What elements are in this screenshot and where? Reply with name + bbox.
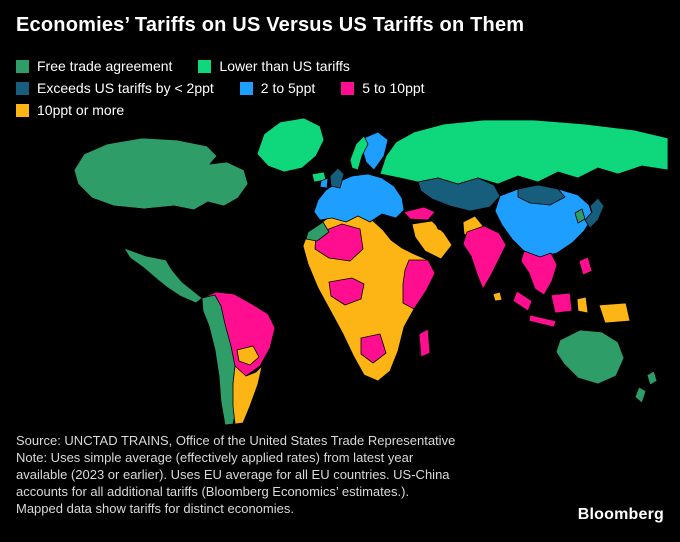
region-mainland-southeast-asia	[520, 250, 558, 296]
region-iran	[431, 211, 464, 236]
bloomberg-logo: Bloomberg	[577, 506, 664, 523]
region-west-africa-coast	[328, 277, 365, 306]
legend-swatch-lt2	[16, 81, 29, 95]
region-east-africa	[402, 259, 436, 310]
region-arabian-peninsula	[411, 220, 453, 260]
source-line: Note: Uses simple average (effectively a…	[16, 450, 414, 465]
region-southern-africa-patch	[360, 333, 387, 364]
legend: Free trade agreement Lower than US tariff…	[16, 58, 451, 124]
region-japan	[584, 197, 605, 229]
legend-label-5to10: 5 to 10ppt	[362, 80, 425, 96]
region-borneo	[550, 292, 573, 314]
region-bolivia-paraguay	[236, 345, 260, 366]
legend-swatch-fta	[16, 59, 29, 73]
legend-swatch-5to10	[341, 81, 355, 95]
legend-label-lt2: Exceeds US tariffs by < 2ppt	[37, 80, 214, 96]
region-argentina	[232, 365, 263, 425]
region-philippines	[578, 256, 593, 276]
region-ireland	[319, 177, 329, 189]
region-alaska	[23, 147, 79, 179]
world-map	[23, 117, 668, 426]
region-madagascar	[418, 328, 431, 358]
chart-title: Economies’ Tariffs on US Versus US Tarif…	[16, 14, 525, 36]
region-canada	[73, 137, 249, 211]
region-india	[462, 225, 507, 290]
region-sumatra	[512, 290, 533, 312]
region-australia	[555, 329, 625, 385]
region-turkey	[403, 206, 436, 221]
legend-row: 10ppt or more	[16, 102, 451, 118]
legend-label-10plus: 10ppt or more	[37, 102, 125, 118]
legend-label-fta: Free trade agreement	[37, 58, 173, 74]
legend-item-fta: Free trade agreement	[16, 58, 172, 74]
region-new-zealand	[634, 370, 658, 404]
region-russia	[379, 119, 668, 185]
legend-item-2to5: 2 to 5ppt	[239, 80, 316, 96]
region-mexico-central-america	[123, 247, 203, 304]
region-south-korea	[574, 208, 586, 224]
region-norway	[349, 135, 369, 171]
region-mongolia	[517, 184, 566, 206]
region-usa	[89, 201, 223, 261]
region-greenland	[256, 117, 325, 173]
region-united-kingdom	[329, 167, 345, 189]
legend-item-lower: Lower than US tariffs	[198, 58, 350, 74]
region-morocco	[305, 221, 330, 242]
legend-label-lower: Lower than US tariffs	[219, 58, 350, 74]
legend-item-5to10: 5 to 10ppt	[341, 80, 425, 96]
legend-label-2to5: 2 to 5ppt	[260, 80, 316, 96]
region-sri-lanka	[492, 291, 503, 302]
region-central-asia	[417, 177, 501, 212]
legend-item-10plus: 10ppt or more	[16, 102, 124, 118]
source-note: Source: UNCTAD TRAINS, Office of the Uni…	[16, 432, 455, 517]
region-new-guinea	[598, 302, 631, 324]
region-java	[528, 314, 557, 328]
legend-item-lt2: Exceeds US tariffs by < 2ppt	[16, 80, 214, 96]
region-sulawesi	[576, 296, 589, 314]
legend-swatch-lower	[198, 59, 212, 73]
legend-swatch-2to5	[239, 81, 253, 95]
source-line: available (2023 or earlier). Uses EU ave…	[16, 467, 450, 482]
legend-row: Free trade agreement Lower than US tariff…	[16, 58, 451, 74]
source-line: Source: UNCTAD TRAINS, Office of the Uni…	[16, 433, 456, 448]
source-line: accounts for all additional tariffs (Blo…	[16, 484, 410, 499]
legend-swatch-10plus	[16, 103, 29, 117]
source-line: Mapped data show tariffs for distinct ec…	[16, 501, 294, 516]
legend-row: Exceeds US tariffs by < 2ppt 2 to 5ppt 5 t…	[16, 80, 451, 96]
